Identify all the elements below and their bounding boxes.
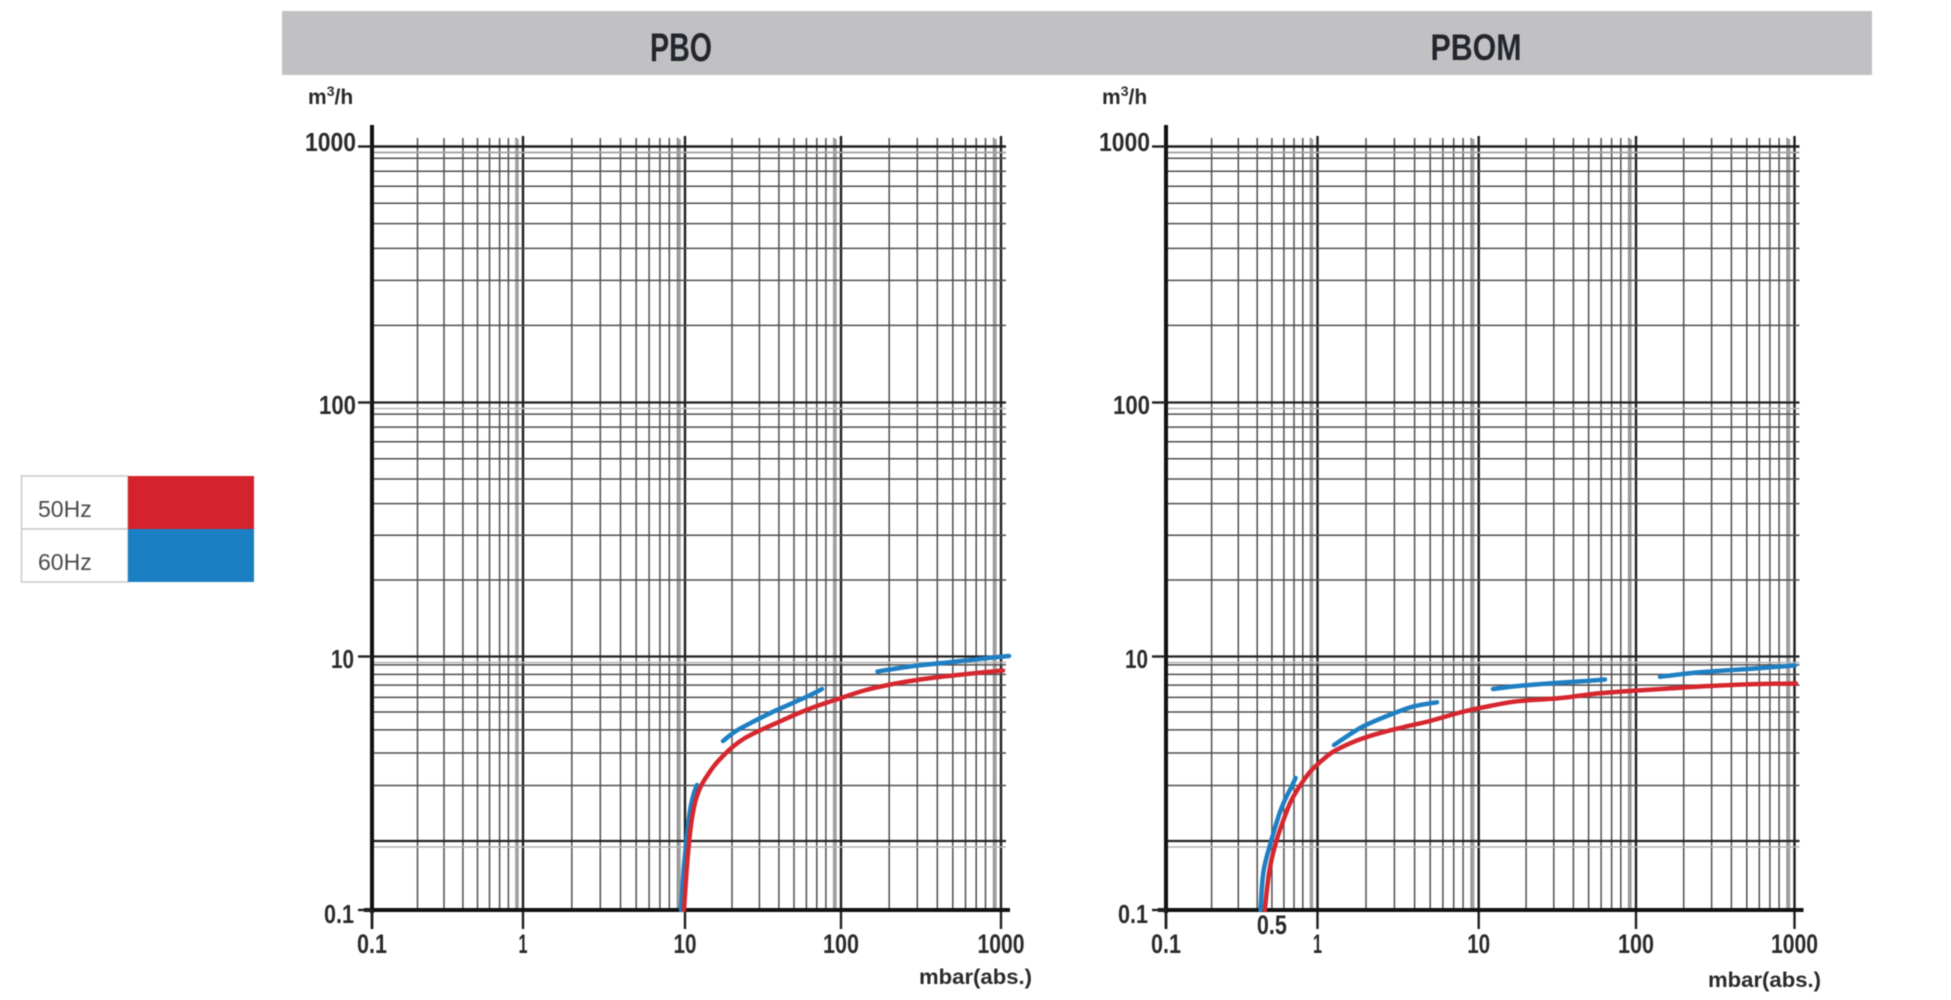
svg-text:0.1: 0.1	[357, 929, 387, 959]
svg-text:1: 1	[519, 929, 528, 959]
svg-text:100: 100	[823, 929, 859, 959]
svg-text:1000: 1000	[978, 929, 1025, 959]
svg-text:0.5: 0.5	[1257, 910, 1287, 940]
svg-text:100: 100	[1113, 390, 1150, 420]
svg-text:m3/h: m3/h	[308, 83, 353, 109]
svg-text:100: 100	[319, 390, 356, 420]
svg-text:1000: 1000	[305, 127, 356, 157]
svg-text:PBOM: PBOM	[1431, 27, 1522, 68]
svg-text:10: 10	[331, 644, 354, 674]
svg-text:PBO: PBO	[650, 26, 712, 70]
svg-text:0.1: 0.1	[1151, 929, 1181, 959]
svg-text:10: 10	[674, 929, 697, 959]
svg-text:1000: 1000	[1099, 127, 1150, 157]
svg-text:mbar(abs.): mbar(abs.)	[919, 966, 1032, 989]
svg-text:60Hz: 60Hz	[38, 549, 92, 575]
svg-text:mbar(abs.): mbar(abs.)	[1708, 969, 1821, 992]
svg-text:0.1: 0.1	[324, 899, 354, 929]
svg-text:100: 100	[1618, 929, 1654, 959]
svg-text:1000: 1000	[1771, 929, 1818, 959]
svg-text:1: 1	[1313, 929, 1322, 959]
svg-text:0.1: 0.1	[1118, 899, 1148, 929]
svg-text:50Hz: 50Hz	[38, 496, 92, 522]
svg-text:10: 10	[1467, 929, 1490, 959]
svg-text:10: 10	[1125, 644, 1148, 674]
